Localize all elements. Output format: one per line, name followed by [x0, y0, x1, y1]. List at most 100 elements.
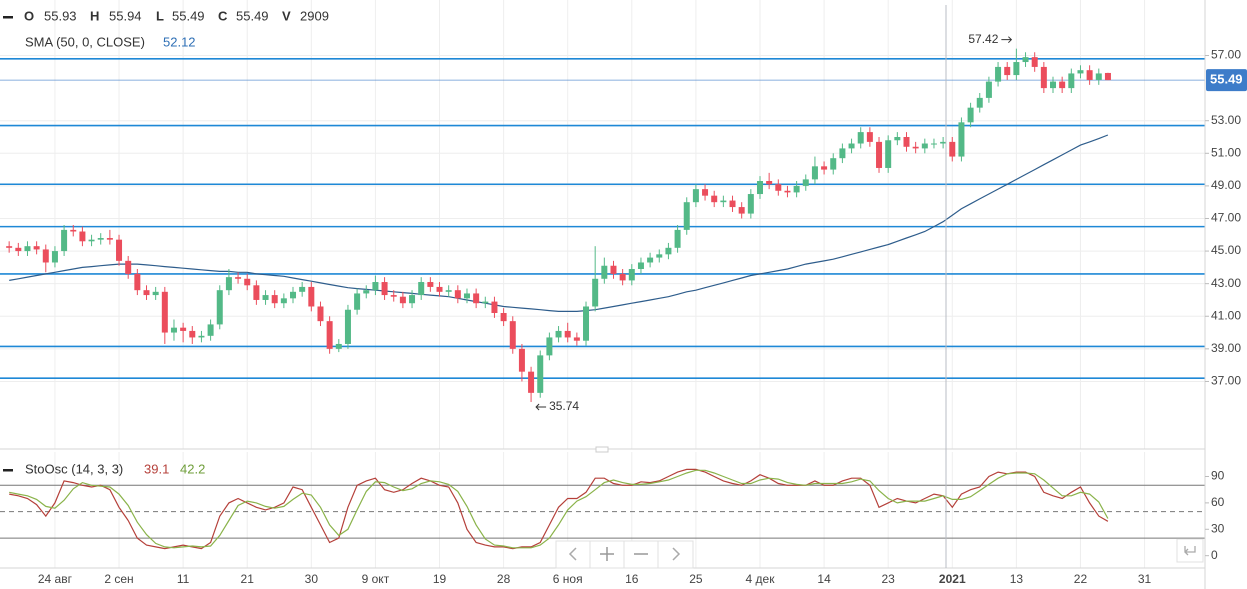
candle-body — [125, 260, 132, 274]
candle-body — [134, 273, 141, 291]
sma-label: SMA (50, 0, CLOSE) — [25, 34, 145, 49]
grid — [0, 0, 1205, 568]
volume-label: V — [282, 8, 291, 23]
x-tick-label: 24 авг — [38, 572, 73, 586]
candle-body — [317, 306, 324, 322]
nav-toolbar — [555, 540, 694, 569]
legend-toggle[interactable] — [3, 16, 13, 19]
y-tick-label: 45.00 — [1211, 243, 1241, 257]
y-tick-label: 0 — [1211, 548, 1218, 562]
y-tick-label: 51.00 — [1211, 145, 1241, 159]
candle-body — [216, 290, 223, 325]
candle-body — [674, 229, 681, 248]
candle-body — [720, 200, 727, 203]
candle-body — [756, 181, 763, 195]
candle-body — [1040, 66, 1047, 89]
candle-body — [418, 282, 425, 296]
candle-body — [51, 251, 58, 263]
candle-body — [958, 122, 965, 157]
candle-body — [784, 190, 791, 193]
x-tick-label: 9 окт — [362, 572, 390, 586]
candle-body — [930, 143, 937, 145]
candle-body — [106, 238, 113, 240]
candle-body — [152, 291, 159, 296]
y-tick-label: 37.00 — [1211, 374, 1241, 388]
candle-body — [729, 200, 736, 208]
x-tick-label: 23 — [882, 572, 896, 586]
sma-value: 52.12 — [163, 34, 196, 49]
candle-body — [1031, 57, 1038, 67]
candle-body — [637, 262, 644, 269]
candle-body — [198, 335, 205, 338]
candle-body — [802, 179, 809, 186]
x-tick-label: 25 — [689, 572, 703, 586]
candle-body — [573, 337, 580, 341]
candle-body — [24, 246, 31, 252]
candle-body — [1077, 70, 1084, 74]
candle-body — [280, 298, 287, 304]
candle-body — [189, 330, 196, 338]
candle-body — [33, 246, 40, 250]
candle-body — [1004, 66, 1011, 76]
candle-body — [564, 330, 571, 338]
x-tick-label: 14 — [817, 572, 831, 586]
candle-body — [857, 132, 864, 144]
close-label: C — [218, 8, 228, 23]
candle-body — [747, 194, 754, 214]
y-tick-label: 30 — [1211, 521, 1225, 535]
candle-body — [427, 282, 434, 287]
scroll-left-button[interactable] — [555, 540, 591, 569]
candle-body — [665, 247, 672, 255]
candle-body — [381, 282, 388, 296]
stoch-d-value: 42.2 — [180, 461, 205, 476]
candle-body — [500, 313, 507, 322]
candle-body — [372, 282, 379, 291]
candle-body — [326, 321, 333, 349]
low-annotation: 35.74 — [549, 399, 579, 413]
candle-body — [1095, 73, 1102, 80]
candle-body — [225, 277, 232, 291]
x-tick-label: 11 — [177, 572, 190, 586]
candle-body — [628, 269, 635, 281]
candle-body — [1013, 62, 1020, 76]
sma-line — [9, 134, 1109, 312]
candle-body — [97, 238, 104, 240]
candle-body — [42, 249, 49, 263]
candle-body — [601, 265, 608, 279]
candle-body — [143, 290, 150, 296]
candle-body — [15, 247, 22, 252]
candle-body — [290, 291, 297, 299]
reset-scale-button[interactable] — [1176, 538, 1204, 563]
candle-body — [921, 143, 928, 149]
x-tick-label: 6 ноя — [553, 572, 583, 586]
legend-toggle[interactable] — [3, 469, 13, 472]
candle-body — [811, 166, 818, 180]
candle-body — [161, 291, 168, 333]
zoom-in-button[interactable] — [589, 540, 625, 569]
x-tick-label: 19 — [433, 572, 447, 586]
candle-body — [949, 141, 956, 157]
candle-body — [253, 285, 260, 300]
scroll-right-button[interactable] — [657, 540, 694, 569]
y-tick-label: 39.00 — [1211, 341, 1241, 355]
low-label: L — [156, 8, 164, 23]
candle-body — [592, 278, 599, 307]
candle-body — [308, 286, 315, 307]
candle-body — [583, 306, 590, 341]
candle-body — [766, 181, 773, 185]
y-tick-label: 57.00 — [1211, 48, 1241, 62]
candle-body — [940, 141, 947, 144]
candle-body — [656, 254, 663, 258]
pane-resize-handle[interactable] — [595, 446, 609, 453]
low-value: 55.49 — [172, 8, 205, 23]
overlay: 24 авг 2 сен 11 21 30 9 окт 19 28 6 ноя 16 25 4 дек… — [38, 32, 1247, 586]
y-tick-label: 47.00 — [1211, 211, 1241, 225]
x-tick-label: 2 сен — [104, 572, 133, 586]
last-price-label: 55.49 — [1210, 72, 1243, 87]
candle-body — [399, 296, 406, 304]
candle-body — [619, 273, 626, 281]
candle-body — [702, 189, 709, 196]
zoom-out-button[interactable] — [623, 540, 659, 569]
